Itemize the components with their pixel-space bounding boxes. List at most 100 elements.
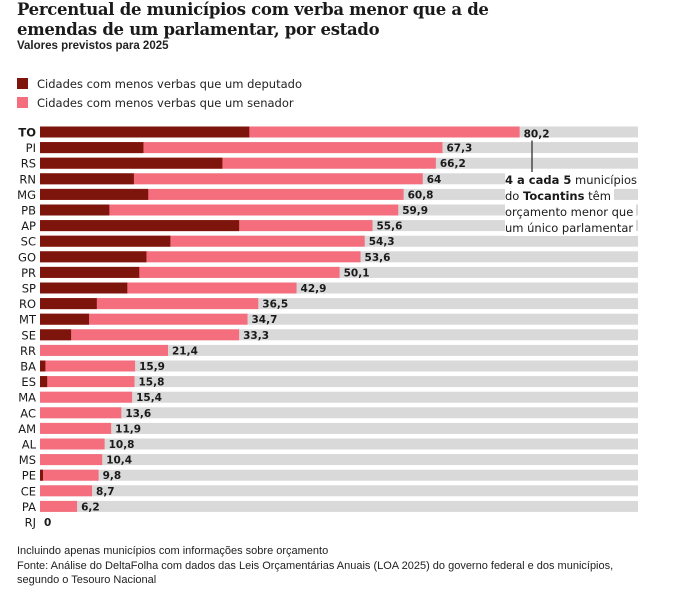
bar-track-rr <box>40 344 638 356</box>
category-label-go: GO <box>18 250 36 264</box>
category-label-rr: RR <box>20 344 36 358</box>
bar-track-ms <box>40 454 638 466</box>
legend-item-deputado: Cidades com menos verbas que um deputado <box>17 74 302 93</box>
category-label-ac: AC <box>20 406 36 420</box>
category-label-ma: MA <box>18 391 36 405</box>
bar-deputado-ro <box>40 298 97 310</box>
bar-track-al <box>40 438 638 450</box>
bar-deputado-mg <box>40 188 149 200</box>
bar-senador-se <box>40 329 240 341</box>
legend: Cidades com menos verbas que um deputado… <box>17 74 302 112</box>
category-label-am: AM <box>18 422 36 436</box>
bar-senador-pr <box>40 266 340 278</box>
annotation-text: do <box>505 189 523 203</box>
annotation-text: 4 a cada 5 <box>505 173 572 187</box>
value-label-sc: 54,3 <box>369 236 395 248</box>
value-label-ms: 10,4 <box>106 455 132 467</box>
annotation-line: 4 a cada 5 municípios <box>505 172 641 188</box>
category-label-mt: MT <box>19 313 37 327</box>
footer-note: Incluindo apenas municípios com informaç… <box>17 545 329 557</box>
annotation-text: um único parlamentar <box>505 221 634 235</box>
annotation-tocantins: 4 a cada 5 municípios do Tocantins têm orç… <box>505 172 641 236</box>
value-label-pb: 59,9 <box>402 205 428 217</box>
bar-deputado-pe <box>40 469 43 481</box>
bar-senador-to <box>40 126 520 138</box>
category-label-ce: CE <box>21 484 36 498</box>
bar-senador-sc <box>40 235 365 247</box>
value-label-rr: 21,4 <box>172 345 198 357</box>
bar-track-es <box>40 376 638 388</box>
bar-deputado-sp <box>40 282 128 294</box>
legend-swatch-deputado <box>17 78 28 89</box>
bar-senador-mg <box>40 188 404 200</box>
bar-senador-sp <box>40 282 297 294</box>
chart-title: Percentual de municípios com verba menor… <box>17 0 489 39</box>
value-label-ce: 8,7 <box>96 486 115 498</box>
bar-track-pa <box>40 500 638 512</box>
bar-senador-rr <box>40 344 168 356</box>
value-label-ba: 15,9 <box>139 361 165 373</box>
bar-track-ce <box>40 485 638 497</box>
bar-deputado-pr <box>40 266 140 278</box>
bar-deputado-to <box>40 126 250 138</box>
bar-senador-mt <box>40 313 248 325</box>
bar-senador-ms <box>40 454 103 466</box>
value-label-go: 53,6 <box>365 252 391 264</box>
category-label-sp: SP <box>22 282 36 296</box>
legend-label-deputado: Cidades com menos verbas que um deputado <box>37 76 302 91</box>
category-label-sc: SC <box>21 235 36 249</box>
category-label-rn: RN <box>19 172 36 186</box>
category-label-ro: RO <box>19 297 36 311</box>
annotation-text: têm <box>584 189 611 203</box>
value-label-mg: 60,8 <box>408 189 434 201</box>
chart-subtitle: Valores previstos para 2025 <box>17 40 169 52</box>
value-label-es: 15,8 <box>138 377 164 389</box>
bar-senador-ro <box>40 298 259 310</box>
category-label-pr: PR <box>21 266 36 280</box>
category-label-ba: BA <box>20 360 36 374</box>
category-label-ap: AP <box>21 219 36 233</box>
category-label-pi: PI <box>26 141 36 155</box>
bar-track-ro <box>40 298 638 310</box>
legend-swatch-senador <box>17 97 28 108</box>
category-label-rs: RS <box>21 157 36 171</box>
bar-senador-pb <box>40 204 399 216</box>
bar-senador-pa <box>40 500 78 512</box>
bar-track-ma <box>40 391 638 403</box>
bar-deputado-rn <box>40 173 134 185</box>
category-label-pe: PE <box>22 469 36 483</box>
annotation-text: Tocantins <box>523 189 585 203</box>
category-label-ms: MS <box>19 453 36 467</box>
bar-senador-ma <box>40 391 133 403</box>
category-label-pa: PA <box>22 500 36 514</box>
category-label-se: SE <box>21 328 36 342</box>
value-label-pr: 50,1 <box>344 267 370 279</box>
footer-source: Fonte: Análise do DeltaFolha com dados d… <box>17 560 614 586</box>
bar-track-ac <box>40 407 638 419</box>
category-label-rj: RJ <box>25 516 36 530</box>
annotation-line: orçamento menor que <box>505 204 637 220</box>
legend-label-senador: Cidades com menos verbas que um senador <box>37 95 294 110</box>
category-label-to: TO <box>18 126 36 140</box>
bar-deputado-sc <box>40 235 171 247</box>
annotation-text: municípios <box>571 173 638 187</box>
bar-track-ba <box>40 360 638 372</box>
bar-deputado-go <box>40 251 147 263</box>
value-label-ac: 13,6 <box>125 408 151 420</box>
bar-senador-es <box>40 376 135 388</box>
bar-senador-pi <box>40 142 443 154</box>
footer: Incluindo apenas municípios com informaç… <box>17 544 657 588</box>
bar-track-mt <box>40 313 638 325</box>
value-label-am: 11,9 <box>115 423 141 435</box>
bar-deputado-ap <box>40 220 240 232</box>
bar-deputado-pb <box>40 204 110 216</box>
bar-senador-am <box>40 422 112 434</box>
value-label-pe: 9,8 <box>103 470 122 482</box>
value-label-sp: 42,9 <box>301 283 327 295</box>
bar-senador-ac <box>40 407 122 419</box>
category-label-es: ES <box>21 375 36 389</box>
bar-senador-rs <box>40 157 436 169</box>
bar-track-am <box>40 422 638 434</box>
category-label-mg: MG <box>17 188 36 202</box>
